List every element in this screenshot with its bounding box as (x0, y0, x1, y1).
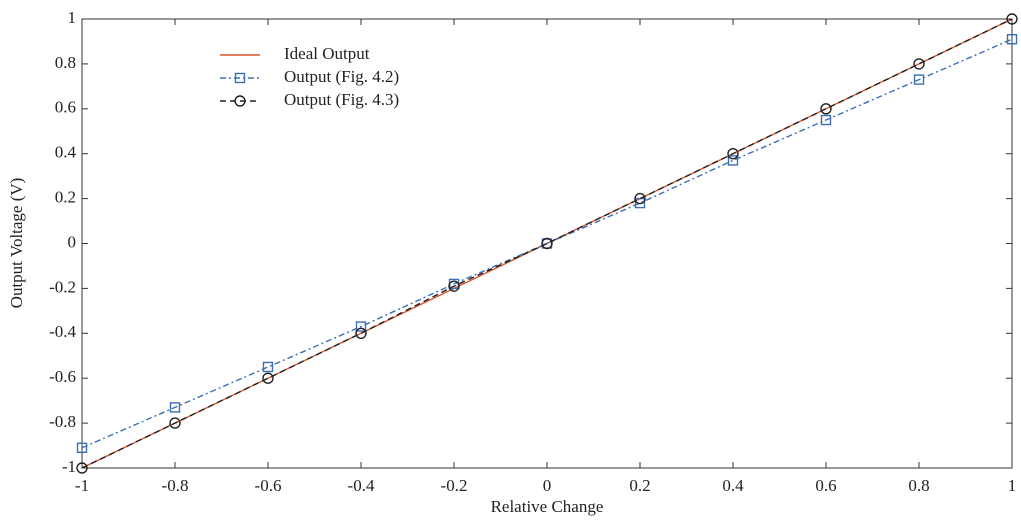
legend-label: Output (Fig. 4.2) (284, 67, 399, 86)
x-tick-label: 0.4 (722, 476, 744, 495)
x-tick-label: 0.6 (815, 476, 836, 495)
x-tick-label: 0.8 (908, 476, 929, 495)
y-tick-label: 0.2 (55, 188, 76, 207)
y-tick-label: -1 (62, 457, 76, 476)
data-point (264, 362, 273, 371)
y-tick-label: 0 (68, 232, 77, 251)
y-tick-label: -0.8 (49, 412, 76, 431)
y-tick-label: -0.6 (49, 367, 76, 386)
page: Relative Change Output Voltage (V) -1 -0.… (0, 0, 1021, 521)
x-tick-label: -0.6 (255, 476, 282, 495)
x-tick-label: 0.2 (629, 476, 650, 495)
x-axis-label: Relative Change (491, 497, 604, 516)
x-tick-label: 1 (1008, 476, 1017, 495)
chart: Relative Change Output Voltage (V) -1 -0.… (0, 0, 1021, 521)
y-tick-label: -0.4 (49, 322, 76, 341)
y-axis-label: Output Voltage (V) (7, 178, 26, 309)
y-tick-label: 1 (68, 8, 77, 27)
x-tick-label: -0.8 (162, 476, 189, 495)
x-tick-label: -0.4 (348, 476, 375, 495)
x-tick-label: 0 (543, 476, 552, 495)
legend-label: Ideal Output (284, 44, 370, 63)
x-tick-label: -0.2 (441, 476, 468, 495)
y-tick-label: 0.6 (55, 98, 76, 117)
legend-label: Output (Fig. 4.3) (284, 90, 399, 109)
y-tick-label: 0.4 (55, 143, 77, 162)
y-tick-label: -0.2 (49, 277, 76, 296)
x-tick-label: -1 (75, 476, 89, 495)
y-tick-label: 0.8 (55, 53, 76, 72)
